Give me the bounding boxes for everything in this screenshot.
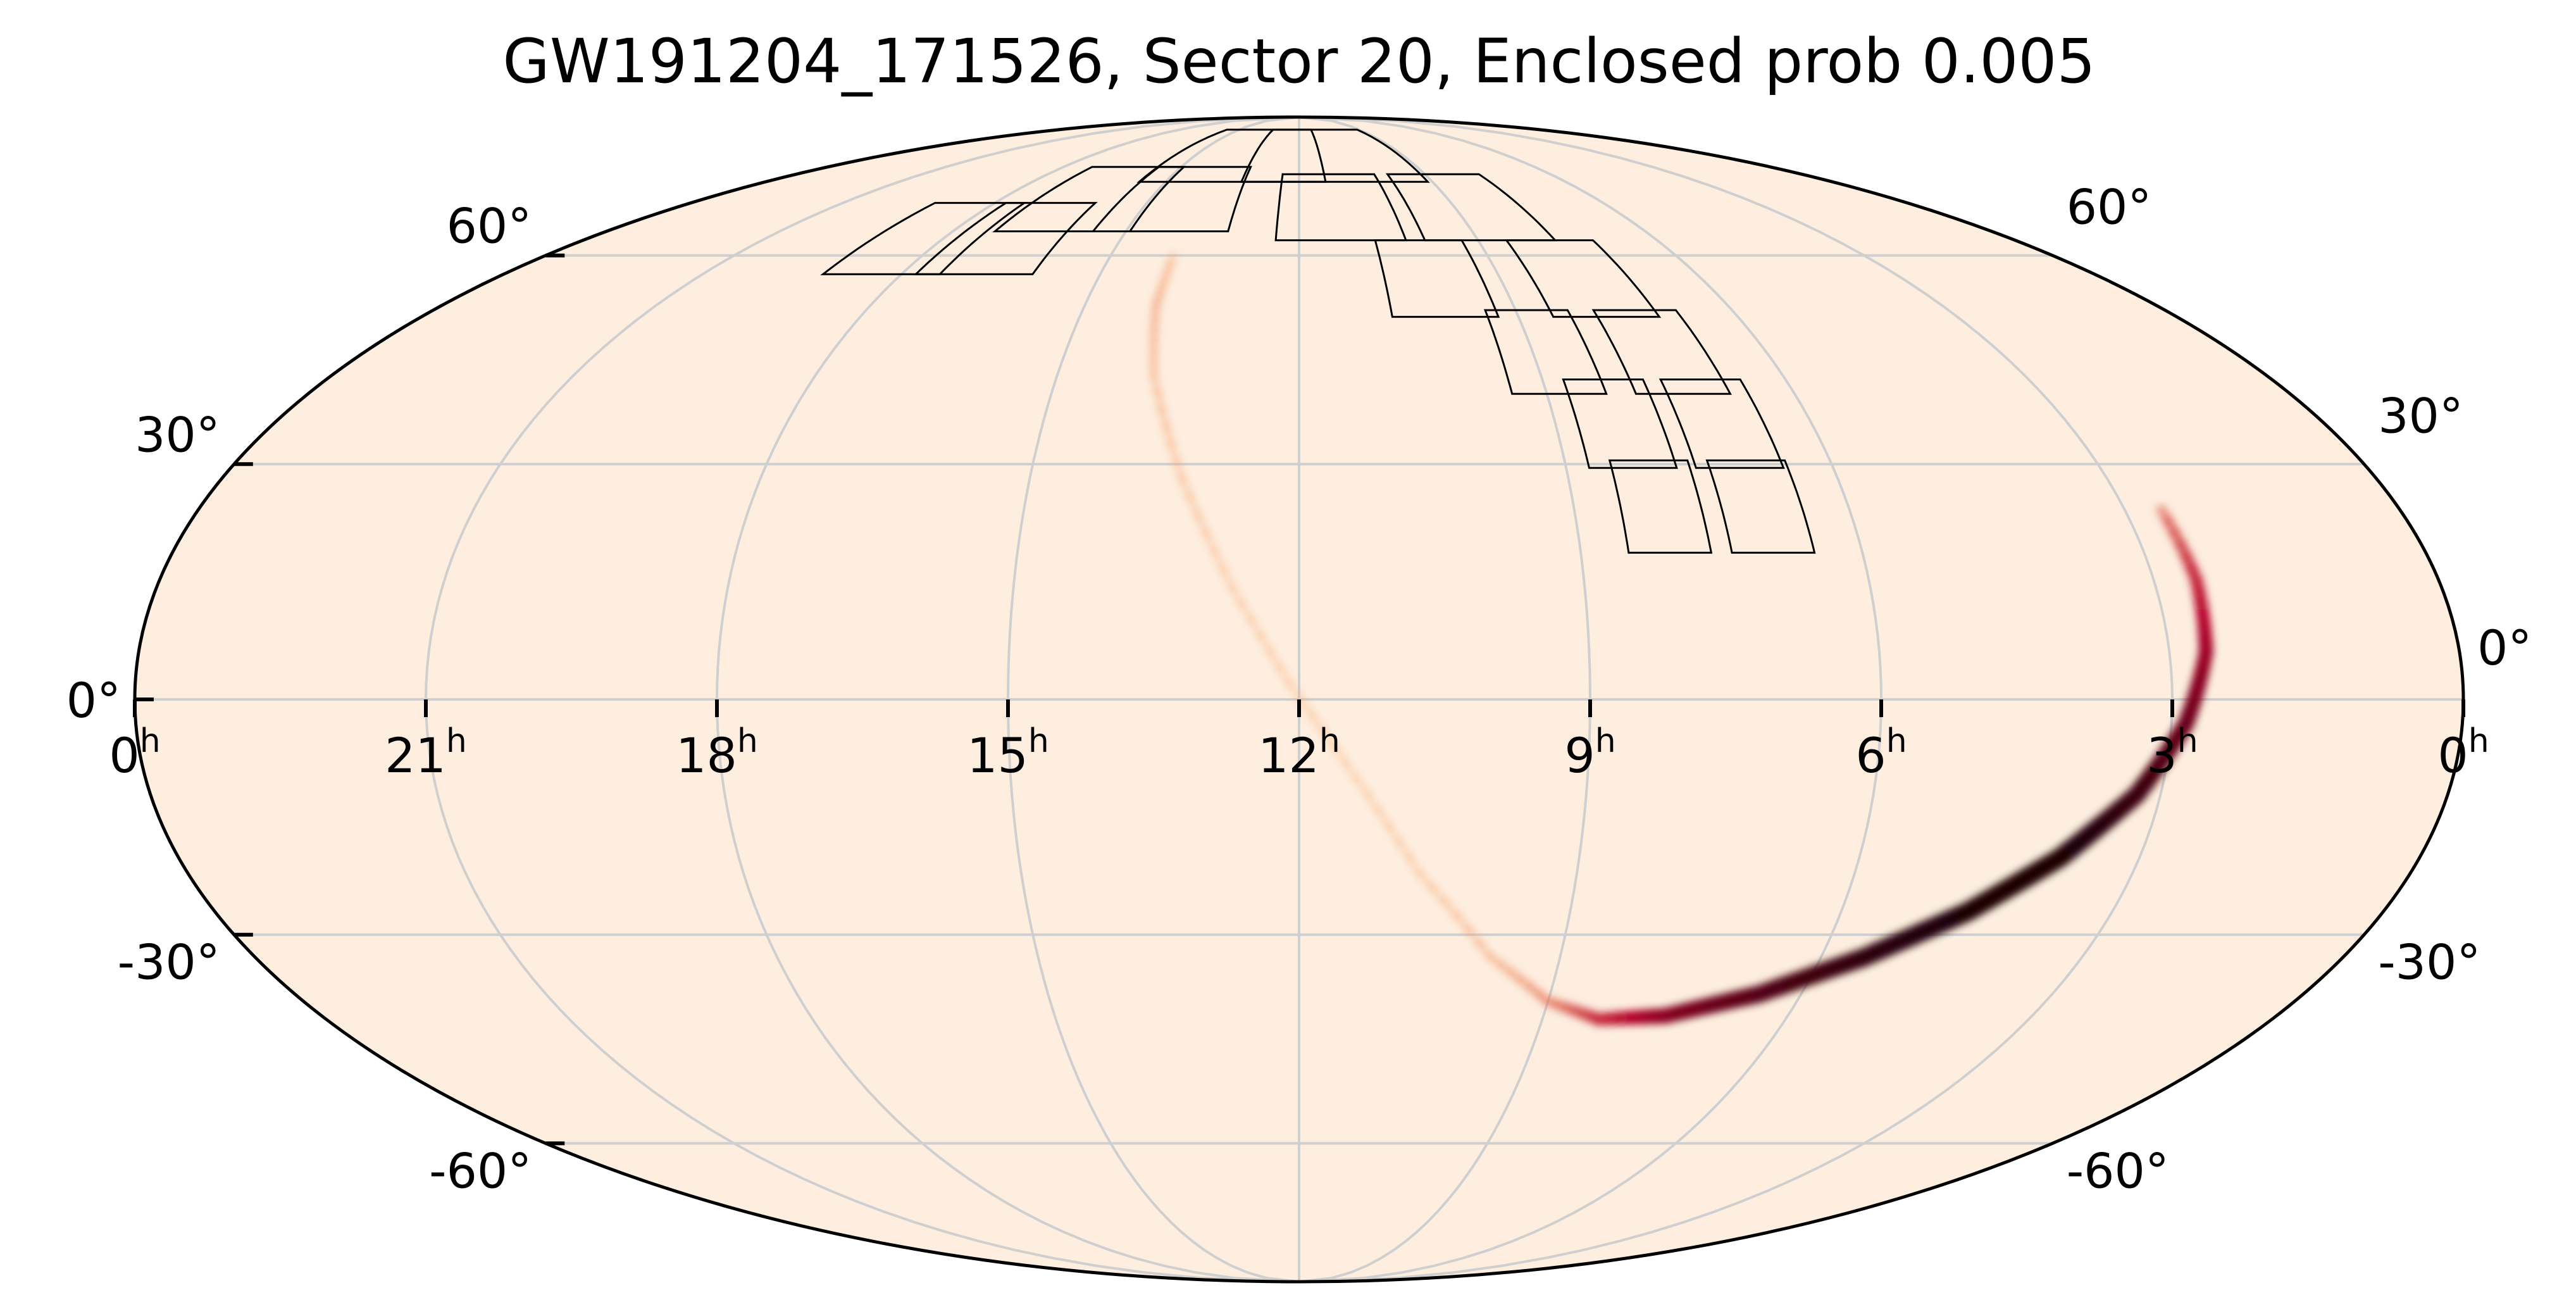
ra-tick-label: 6h [1855,722,1907,784]
ra-tick-hours: 0 [2437,727,2468,784]
ra-tick-label: 18h [676,722,758,784]
dec-tick-label-left: -30° [118,934,220,991]
ra-tick-label: 9h [1564,722,1615,784]
chart-title: GW191204_171526, Sector 20, Enclosed pro… [502,26,2095,97]
dec-tick-label-left: -60° [429,1142,532,1199]
ra-tick-hours: 15 [967,727,1028,784]
ra-tick-unit: h [1595,722,1616,760]
ra-tick-label: 21h [385,722,467,784]
footprint-camera3-ccd4 [1136,128,1327,183]
ra-tick-label: 12h [1258,722,1340,784]
ra-tick-unit: h [446,722,467,760]
ra-tick-hours: 21 [385,727,446,784]
dec-tick-label-left: 60° [447,198,532,254]
sector-footprint [820,128,1816,554]
ra-tick-hours: 9 [1564,727,1595,784]
ra-tick-unit: h [2468,722,2489,760]
dec-tick-label-left: 30° [135,406,220,463]
ra-tick-hours: 3 [2146,727,2177,784]
ra-tick-unit: h [737,722,758,760]
ra-tick-hours: 12 [1258,727,1319,784]
ra-tick-unit: h [140,722,161,760]
arc-segment [1166,251,1178,268]
footprint-camera3-ccd1 [1385,173,1558,242]
dec-tick-label-right: -60° [2067,1142,2169,1199]
footprint-camera1-ccd4 [1562,379,1678,469]
ra-tick-unit: h [1028,722,1049,760]
footprint-camera1-ccd2 [1608,459,1713,554]
ra-tick-hours: 6 [1855,727,1886,784]
ra-tick-unit: h [1319,722,1340,760]
axis-ticks [133,253,2465,1146]
footprint-camera1-ccd3 [1658,379,1785,469]
footprint-camera2-ccd1 [1591,309,1732,395]
dec-tick-label-right: 60° [2067,179,2152,235]
ra-tick-hours: 0 [109,727,139,784]
dec-tick-label-right: 30° [2378,387,2463,444]
ra-tick-label: 0h [2437,722,2489,784]
dec-tick-label-left: 0° [66,672,121,729]
dec-tick-label-right: -30° [2378,934,2480,991]
ra-tick-unit: h [2177,722,2198,760]
dec-tick-label-right: 0° [2477,620,2532,676]
footprint-camera1-ccd1 [1705,459,1816,554]
ra-tick-unit: h [1886,722,1907,760]
footprint-camera2-ccd2 [1483,309,1608,395]
footprint-camera4-ccd4 [820,202,1028,275]
probability-arc [1149,251,2213,1026]
ra-tick-label: 0h [109,722,160,784]
footprint-camera4-ccd2 [992,166,1186,232]
ra-tick-hours: 18 [676,727,737,784]
ra-tick-label: 15h [967,722,1049,784]
ra-tick-label: 3h [2146,722,2198,784]
footprint-camera3-ccd2 [1274,173,1408,242]
